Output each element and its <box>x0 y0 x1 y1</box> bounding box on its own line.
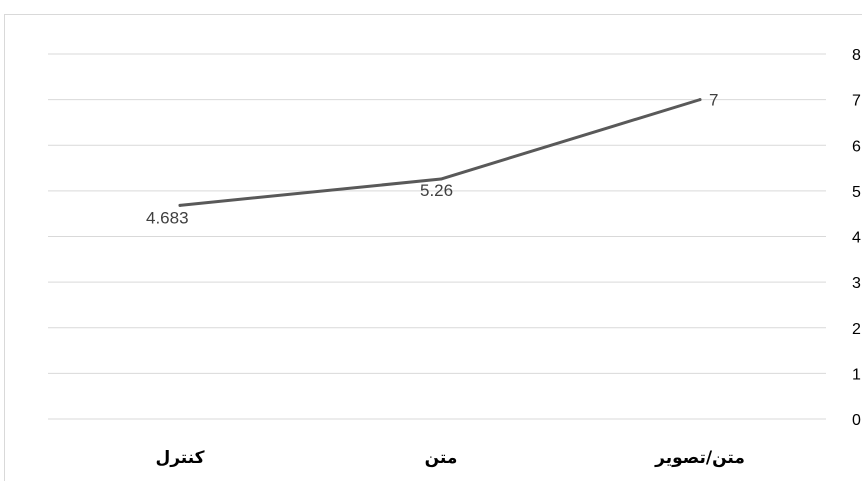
data-point <box>698 98 702 102</box>
x-tick-label: کنترل <box>155 448 204 468</box>
x-tick-label: متن <box>425 448 458 468</box>
y-tick-label: 5 <box>852 184 861 201</box>
x-tick-label: متن/تصویر <box>654 448 745 468</box>
data-point <box>439 177 443 181</box>
y-tick-label: 6 <box>852 138 861 155</box>
y-tick-label: 0 <box>852 412 861 429</box>
y-tick-label: 4 <box>852 230 861 247</box>
y-axis-ticks: 0 1 2 3 4 5 6 7 8 <box>852 47 861 429</box>
y-tick-label: 7 <box>852 93 861 110</box>
data-label: 7 <box>709 91 718 110</box>
y-tick-label: 3 <box>852 275 861 292</box>
data-label: 4.683 <box>146 208 189 227</box>
chart-frame <box>4 14 862 481</box>
y-tick-label: 1 <box>852 366 861 383</box>
data-labels: 4.683 5.26 7 <box>146 91 718 228</box>
data-point <box>178 203 182 207</box>
y-tick-label: 8 <box>852 47 861 64</box>
series <box>178 98 702 207</box>
data-label: 5.26 <box>420 181 453 200</box>
x-axis-ticks: کنترل متن متن/تصویر <box>155 448 744 468</box>
y-tick-label: 2 <box>852 321 861 338</box>
